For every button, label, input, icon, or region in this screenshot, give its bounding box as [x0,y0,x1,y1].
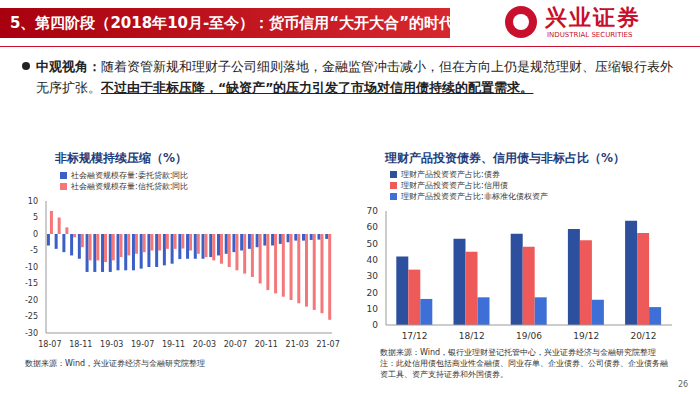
svg-text:0: 0 [33,230,38,239]
html-text:数据来源：Wind，银行业理财登记托管中心，兴业证券经济与金: 数据来源：Wind，银行业理财登记托管中心，兴业证券经济与金融研究院整理 [380,348,657,357]
html-text:5、第四阶段（2018年10月-至今）：货币信用“大开大合”: 5、第四阶段（2018年10月-至今）：货币信用“大开大合”的时代结束 [10,14,484,32]
html-text:社会融资规模存量:信托贷款:同比: 社会融资规模存量:信托贷款:同比 [71,182,189,191]
html-text:数据来源：Wind，兴业证券经济与金融研究院整理: 数据来源：Wind，兴业证券经济与金融研究院整理 [25,359,206,368]
svg-text:-15: -15 [25,279,38,288]
svg-text:5: 5 [33,213,38,222]
svg-text:-30: -30 [25,329,38,338]
svg-text:40: 40 [367,255,379,265]
svg-text:20: 20 [367,288,379,298]
svg-text:-10: -10 [25,263,38,272]
html-text:理财产品投资资产占比:非标准化债权资产: 理财产品投资资产占比:非标准化债权资产 [401,192,548,201]
html-text:理财产品投资债券、信用债与非标占比（%）: 理财产品投资债券、信用债与非标占比（%） [385,151,625,165]
svg-text:20-03: 20-03 [193,340,216,349]
html-text:注：此处信用债包括商业性金融债、同业存单、企业债券、公司债券: 注：此处信用债包括商业性金融债、同业存单、企业债券、公司债券、企业债务融资工具、… [380,359,668,379]
svg-text:70: 70 [367,206,379,216]
svg-text:18/12: 18/12 [459,331,485,341]
html-text:社会融资规模存量:委托贷款:同比: 社会融资规模存量:委托贷款:同比 [71,171,189,180]
svg-text:21-03: 21-03 [286,340,309,349]
svg-text:21-07: 21-07 [317,340,340,349]
svg-text:19/06: 19/06 [516,331,542,341]
svg-text:0: 0 [372,320,378,330]
html-text:理财产品投资资产占比:债券: 理财产品投资资产占比:债券 [401,170,500,179]
svg-text:10: 10 [28,197,38,206]
svg-text:20-11: 20-11 [255,340,278,349]
svg-text:18-11: 18-11 [69,340,92,349]
html-text:INDUSTRIAL SECURITIES: INDUSTRIAL SECURITIES [547,31,633,39]
svg-text:-20: -20 [25,296,38,305]
svg-text:30: 30 [367,271,379,281]
html-text:26: 26 [678,380,689,389]
html-text:兴业证券: 兴业证券 [545,5,641,30]
svg-text:20-07: 20-07 [224,340,247,349]
svg-text:-5: -5 [30,246,38,255]
svg-text:50: 50 [367,239,379,249]
html-text:中观视角：随着资管新规和理财子公司细则落地，金融监管冲击减小: 中观视角：随着资管新规和理财子公司细则落地，金融监管冲击减小，但在方向上仍是规范… [36,59,673,95]
svg-text:18-07: 18-07 [38,340,61,349]
svg-text:17/12: 17/12 [402,331,428,341]
html-text:非标规模持续压缩（%）: 非标规模持续压缩（%） [55,151,187,165]
svg-text:19/12: 19/12 [573,331,599,341]
svg-text:19-07: 19-07 [131,340,154,349]
html-text:理财产品投资资产占比:信用债: 理财产品投资资产占比:信用债 [401,181,508,190]
svg-text:60: 60 [367,222,379,232]
svg-text:20/12: 20/12 [630,331,656,341]
svg-text:19-11: 19-11 [162,340,185,349]
svg-text:19-03: 19-03 [100,340,123,349]
svg-text:-25: -25 [25,312,38,321]
svg-text:10: 10 [367,304,379,314]
